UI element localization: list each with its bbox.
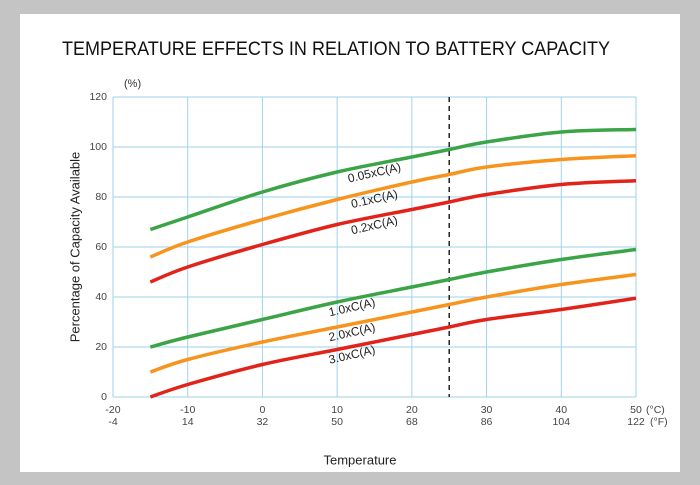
y-tick-label: 80 [95, 191, 107, 203]
chart-title: TEMPERATURE EFFECTS IN RELATION TO BATTE… [62, 39, 610, 60]
x-tick-label: 20 [406, 404, 418, 416]
series-line [149, 247, 637, 349]
x-tick-label: 30 [481, 404, 493, 416]
x2-tick-label: 104 [553, 416, 571, 428]
x2-tick-label: 86 [481, 416, 493, 428]
series-line [149, 296, 637, 399]
series-line [149, 127, 637, 232]
series-line [149, 272, 637, 374]
x-tick-label: -20 [105, 404, 120, 416]
y-tick-label: 120 [89, 91, 107, 103]
x-unit: (°C) [646, 404, 665, 416]
x-tick-label: 40 [555, 404, 567, 416]
y-tick-label: 20 [95, 341, 107, 353]
x2-tick-label: 122 [627, 416, 645, 428]
x-tick-label: -10 [180, 404, 195, 416]
x2-tick-label: 14 [182, 416, 194, 428]
y-unit: (%) [124, 78, 141, 90]
y-tick-label: 40 [95, 291, 107, 303]
y-tick-label: 0 [101, 391, 107, 403]
series-line [149, 154, 637, 259]
y-tick-label: 60 [95, 241, 107, 253]
x-tick-label: 10 [331, 404, 343, 416]
series-line [149, 179, 637, 284]
y-tick-label: 100 [89, 141, 107, 153]
x2-unit: (°F) [650, 416, 668, 428]
x2-tick-label: 68 [406, 416, 418, 428]
x-axis-label: Temperature [324, 452, 397, 467]
x2-tick-label: 32 [257, 416, 269, 428]
x-tick-label: 50 [630, 404, 642, 416]
x2-tick-label: -4 [108, 416, 117, 428]
x-tick-label: 0 [260, 404, 266, 416]
x2-tick-label: 50 [331, 416, 343, 428]
panel [20, 14, 680, 472]
y-axis-label: Percentage of Capacity Available [67, 152, 82, 343]
